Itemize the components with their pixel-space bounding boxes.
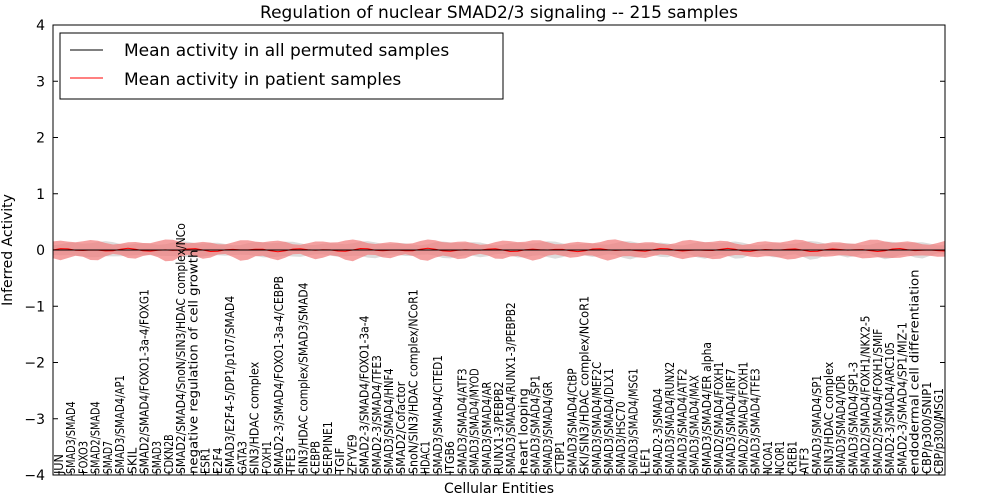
x-tick-label: SMAD2/SMAD4/FOXO1-3a-4/FOXG1 — [138, 289, 152, 474]
x-tick-label: SMAD2/Cofactor — [394, 382, 408, 474]
x-tick-label: SMAD3/SMAD4/SP1 — [529, 375, 543, 474]
x-tick-label: SMAD2/SMAD4 — [89, 401, 103, 474]
x-tick-label: SMAD3 — [150, 441, 164, 474]
x-tick-label: SERPINE1 — [321, 421, 335, 474]
x-tick-label: SIN3/HDAC complex — [822, 362, 836, 474]
y-axis-label: Inferred Activity — [0, 194, 16, 306]
y-tick-label: 1 — [36, 187, 45, 203]
x-tick-label: SMAD2/SMAD4/FOXH1/SMIF — [871, 329, 885, 474]
x-tick-label: CEBPB — [309, 441, 323, 474]
x-tick-label: ESR1 — [199, 448, 213, 474]
x-tick-label: SMAD3/SMAD4/MYOD — [468, 368, 482, 474]
x-tick-label: SMAD2/SMAD4/SnoN/SIN3/HDAC complex/NCo — [174, 223, 188, 474]
y-tick-label: 2 — [36, 131, 45, 147]
y-tick-label: 0 — [36, 243, 45, 259]
x-tick-label: SIN3/HDAC complex/SMAD3/SMAD4 — [296, 283, 310, 474]
x-tick-label: SMAD3/SMAD4/AR — [480, 382, 494, 474]
x-tick-label: SMAD3/SMAD4/AP1 — [113, 375, 127, 474]
x-tick-label: SMAD2-3/SMAD4/SP1/MIZ-1 — [895, 322, 909, 474]
x-tick-label: SIN3/HDAC complex — [248, 362, 262, 474]
x-tick-label: CBP/p300/SNIP1 — [920, 382, 934, 474]
x-tick-label: SMAD3/SMAD4 — [64, 401, 78, 474]
legend: Mean activity in all permuted samples Me… — [59, 32, 504, 100]
y-tick-label: −4 — [24, 468, 45, 484]
x-tick-label: SMAD2/SMAD4/FOXH1 — [712, 362, 726, 474]
x-tick-label: negative regulation of cell growth — [186, 250, 200, 474]
x-tick-label: SMAD3/SMAD4/CITED1 — [431, 355, 445, 474]
plot-frame — [52, 24, 946, 476]
series-lines — [52, 247, 946, 253]
x-tick-label: SMAD3/E2F4-5/DP1/p107/SMAD4 — [223, 296, 237, 474]
y-tick-label: −2 — [24, 356, 45, 372]
x-tick-label: SMAD2/SMAD4/FOXH1/NKX2-5 — [859, 316, 873, 474]
x-tick-label: NCOA1 — [761, 441, 775, 474]
legend-box — [59, 32, 504, 100]
x-tick-label: SMAD3/SMAD4/SP1-3 — [846, 362, 860, 474]
y-axis: −4 −3 −2 −1 0 1 2 3 4 — [24, 18, 945, 484]
x-tick-label: SMAD7 — [101, 441, 115, 474]
x-tick-label: SMAD3/SMAD4/SP1 — [810, 375, 824, 474]
x-tick-label: SMAD3/SMAD4/MEF2C — [590, 362, 604, 474]
y-tick-label: 4 — [36, 18, 45, 34]
x-tick-label: SMAD3/SMAD4/MAX — [688, 375, 702, 474]
x-tick-label: SKI/SIN3/HDAC complex/NCoR1 — [578, 296, 592, 474]
x-tick-label: SMAD2/SMAD4/FOXH1 — [736, 362, 750, 474]
legend-label-permuted: Mean activity in all permuted samples — [124, 41, 449, 61]
x-tick-label: FOXH1 — [260, 441, 274, 474]
x-tick-label: heart looping — [516, 388, 530, 474]
x-tick-label: FOXO3 — [76, 441, 90, 474]
x-tick-label: SKIL — [125, 447, 139, 474]
x-tick-label: SMAD3/SMAD4/ATF2 — [675, 368, 689, 474]
x-tick-label: SMAD3/SMAD4/HNF4 — [382, 368, 396, 474]
x-tick-label: JUN — [52, 454, 66, 475]
x-tick-label: SMAD3/SMAD4/TFE3 — [749, 368, 763, 474]
x-tick-label: GATA3 — [235, 441, 249, 474]
x-tick-label: SMAD3/SMAD4/DLX1 — [602, 368, 616, 474]
x-tick-label: CDKN2B — [162, 434, 176, 474]
x-tick-label: E2F4 — [211, 448, 225, 474]
x-tick-label: SMAD2-3/SMAD4/ARC105 — [883, 342, 897, 474]
x-tick-label: RUNX1-3/PEBPB2 — [492, 382, 506, 474]
legend-label-patient: Mean activity in patient samples — [124, 70, 401, 90]
x-tick-label: SMAD3/SMAD4/IRF7 — [724, 368, 738, 474]
x-tick-label: HDAC1 — [419, 441, 433, 474]
x-tick-label: ITGB6 — [443, 441, 457, 474]
y-tick-label: −1 — [24, 299, 45, 315]
x-tick-label: NCOR1 — [773, 441, 787, 474]
x-tick-label: SMAD3/HSC70 — [614, 401, 628, 474]
chart-title: Regulation of nuclear SMAD2/3 signaling … — [260, 3, 738, 23]
y-tick-label: −3 — [24, 412, 45, 428]
x-tick-label: endodermal cell differentiation — [908, 269, 922, 474]
x-tick-label: SMAD3/SMAD4/ATF3 — [455, 368, 469, 474]
x-tick-label: SMAD2-3/SMAD4/TFE3 — [370, 355, 384, 474]
x-tick-label: ZFYVE9 — [345, 434, 359, 474]
x-tick-label: TGIF — [333, 448, 347, 475]
x-tick-label: SMAD2-3/SMAD4/FOXO1-3a-4/CEBPB — [272, 276, 286, 474]
x-tick-label: CBP/p300/MSG1 — [932, 388, 946, 474]
x-tick-label: SMAD3/SMAD4/RUNX2 — [663, 362, 677, 474]
x-tick-label: SMAD3/SMAD4/VDR — [834, 375, 848, 474]
x-tick-label: SMAD3/SMAD4/RUNX1-3/PEBPB2 — [504, 302, 518, 474]
x-tick-label: SMAD3/SMAD4/CtBP — [565, 368, 579, 474]
x-tick-label: TFE3 — [284, 448, 298, 475]
x-tick-label: SMAD2-3/SMAD4/FOXO1-3a-4 — [358, 316, 372, 474]
x-tick-label: SMAD3/SMAD4/GR — [541, 382, 555, 474]
x-tick-label: SnoN/SIN3/HDAC complex/NCoR1 — [406, 289, 420, 474]
x-tick-label: SMAD3/SMAD4/ER alpha — [700, 342, 714, 474]
x-tick-label: CTBP1 — [553, 441, 567, 474]
x-tick-label: SMAD2-3/SMAD4 — [651, 388, 665, 474]
x-tick-label: ATF3 — [798, 448, 812, 474]
x-tick-labels: JUNSMAD3/SMAD4FOXO3SMAD2/SMAD4SMAD7SMAD3… — [52, 223, 946, 475]
y-tick-label: 3 — [36, 74, 45, 90]
x-tick-label: LEF1 — [639, 448, 653, 474]
x-tick-label: SMAD3/SMAD4/MSG1 — [626, 368, 640, 474]
x-tick-label: CREB1 — [785, 441, 799, 474]
x-axis-label: Cellular Entities — [444, 481, 554, 497]
